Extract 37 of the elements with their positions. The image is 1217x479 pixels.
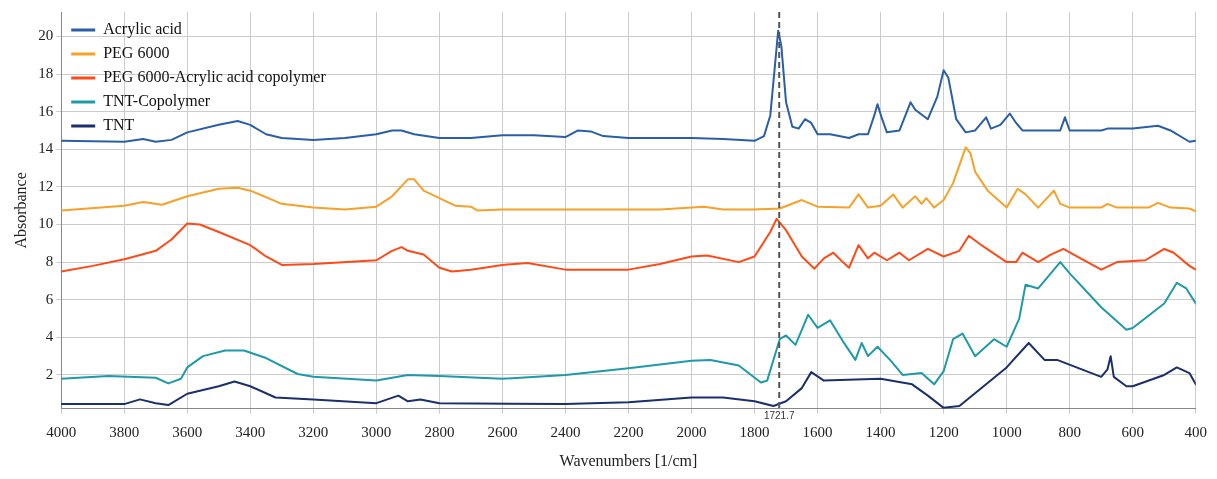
legend-label: PEG 6000-Acrylic acid copolymer: [103, 68, 327, 87]
y-tick-label: 16: [38, 102, 54, 119]
x-axis-title: Wavenumbers [1/cm]: [559, 451, 698, 469]
y-axis-title: Absorbance: [11, 172, 29, 249]
x-tick-label: 2600: [487, 423, 518, 440]
x-tick-label: 1000: [991, 423, 1022, 440]
y-tick-label: 18: [38, 65, 54, 81]
y-tick-label: 10: [38, 215, 54, 232]
x-tick-label: 3800: [109, 423, 140, 440]
y-tick-label: 8: [45, 253, 54, 270]
x-tick-label: 600: [1121, 423, 1144, 440]
y-tick-label: 20: [38, 27, 54, 44]
x-tick-label: 400: [1184, 423, 1207, 440]
y-tick-label: 4: [45, 328, 54, 345]
legend-label: TNT: [103, 116, 135, 134]
x-tick-label: 1400: [865, 423, 896, 440]
x-tick-label: 3600: [172, 423, 203, 440]
y-tick-label: 6: [45, 290, 54, 307]
x-tick-label: 2800: [424, 423, 455, 440]
x-tick-label: 2000: [676, 423, 707, 440]
x-tick-label: 3400: [235, 423, 266, 440]
x-tick-label: 1800: [739, 423, 770, 440]
x-tick-label: 2200: [613, 423, 644, 440]
y-tick-label: 14: [38, 140, 54, 157]
legend-label: Acrylic acid: [103, 20, 182, 39]
y-tick-label: 2: [45, 365, 54, 382]
x-tick-label: 1200: [928, 423, 959, 440]
legend-label: TNT-Copolymer: [103, 92, 211, 111]
x-tick-label: 3000: [361, 423, 392, 440]
x-tick-label: 4000: [46, 423, 77, 440]
legend-label: PEG 6000: [103, 44, 170, 62]
x-tick-label: 3200: [298, 423, 329, 440]
y-tick-label: 12: [38, 177, 54, 194]
x-tick-label: 2400: [550, 423, 581, 440]
x-tick-label: 1600: [802, 423, 833, 440]
x-tick-label: 800: [1058, 423, 1081, 440]
ref-line-label: 1721.7: [763, 409, 795, 421]
